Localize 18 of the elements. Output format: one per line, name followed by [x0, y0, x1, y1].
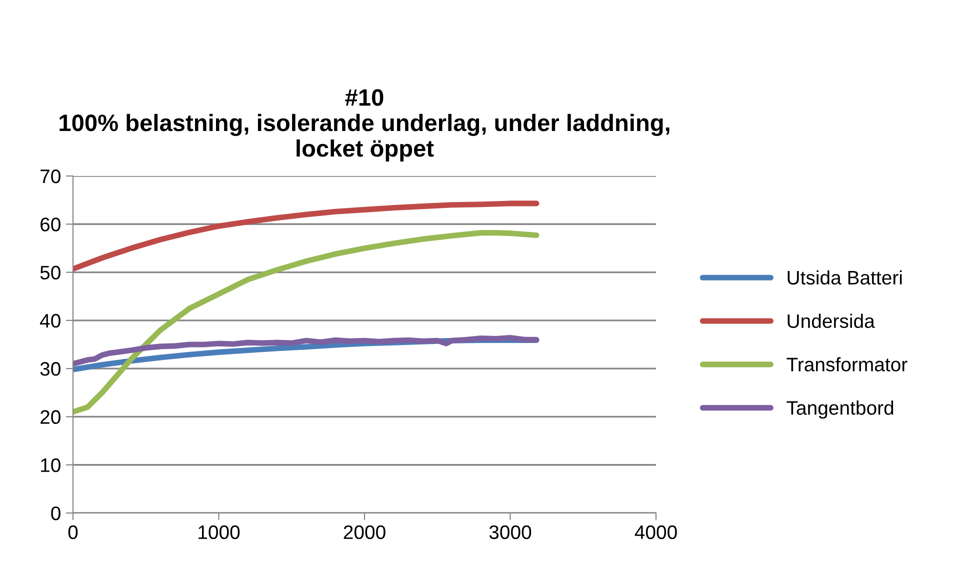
legend-label: Utsida Batteri	[788, 270, 902, 285]
y-tick-label: 40	[40, 314, 60, 328]
x-tick-label: 1000	[198, 525, 240, 540]
legend-label: Tangentbord	[786, 400, 894, 419]
legend-label: Undersida	[788, 314, 875, 328]
y-tick-label: 60	[40, 218, 60, 232]
x-tick-label: 3000	[489, 525, 532, 540]
legend-label: Transformator	[786, 357, 908, 372]
y-tick-label: 0	[51, 506, 60, 520]
chart-title: #10 100% belastning, isolerande underlag, under laddning, locket öppet	[60, 89, 670, 162]
y-tick-label: 30	[40, 362, 60, 376]
x-tick-label: 4000	[634, 525, 677, 540]
y-tick-label: 10	[41, 458, 60, 472]
x-tick-label: 0	[68, 525, 78, 540]
y-tick-label: 20	[40, 410, 60, 424]
x-tick-label: 2000	[344, 525, 386, 540]
y-tick-label: 70	[40, 169, 60, 184]
y-tick-label: 50	[40, 266, 60, 280]
